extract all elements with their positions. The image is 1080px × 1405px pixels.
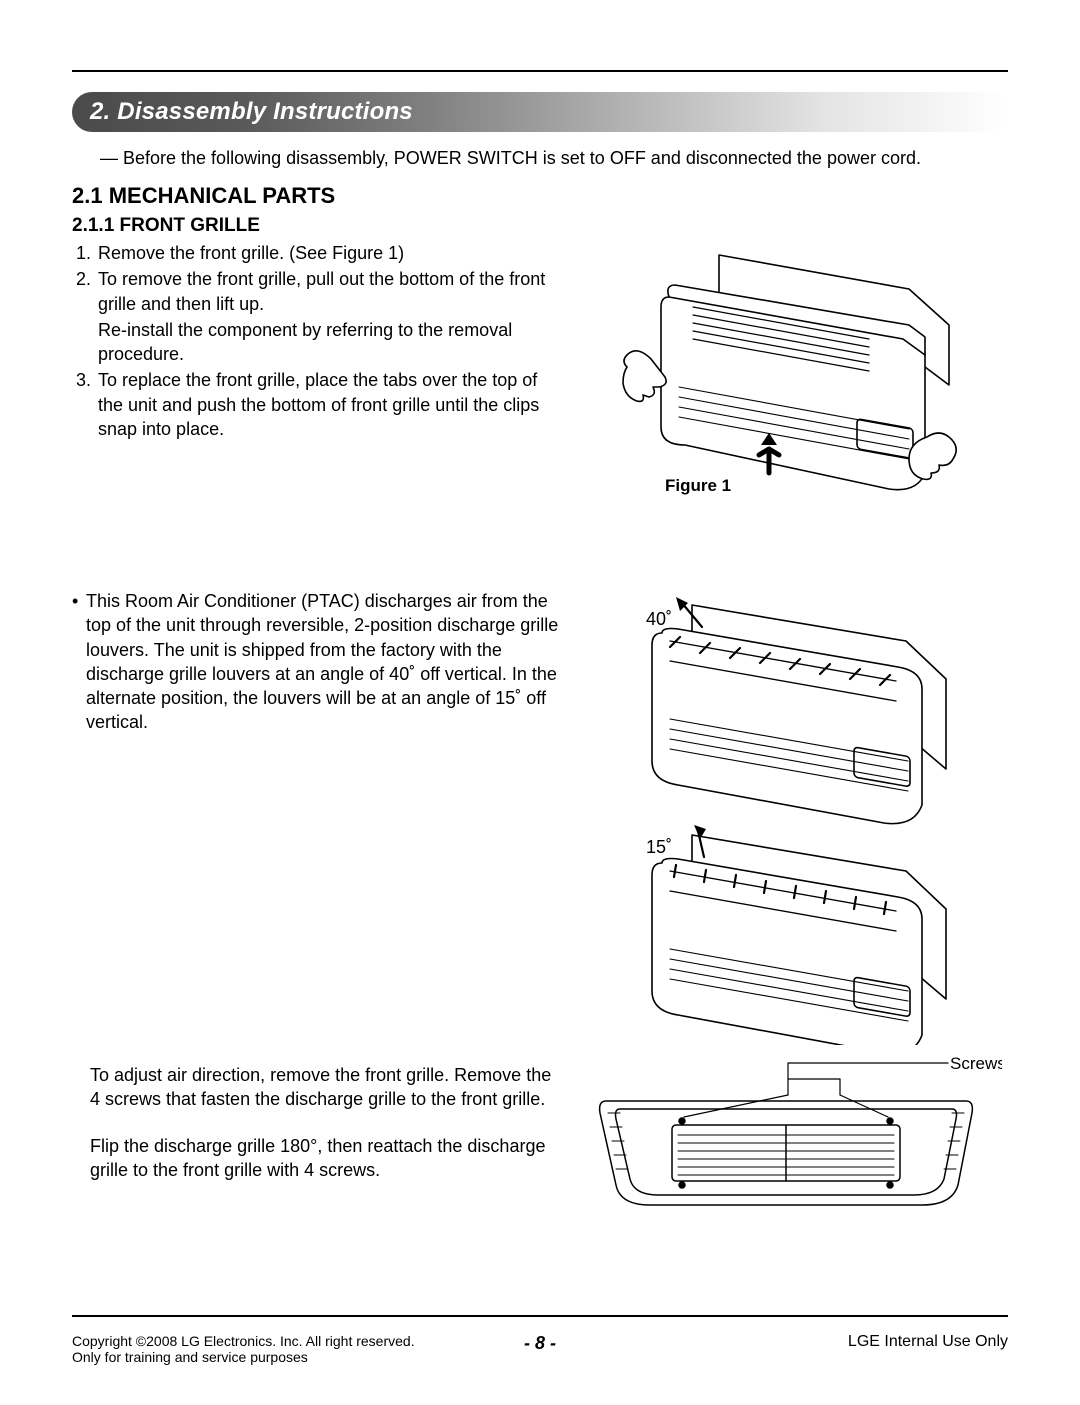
- page-number: - 8 -: [72, 1333, 1008, 1354]
- figure-1-illustration: Figure 1: [609, 237, 989, 517]
- heading-mechanical-parts: 2.1 MECHANICAL PARTS: [72, 183, 1008, 209]
- screws-label: Screws: [950, 1055, 1002, 1073]
- angle-figures: 40˚: [586, 585, 966, 1045]
- louver-note: This Room Air Conditioner (PTAC) dischar…: [86, 589, 562, 735]
- step-text: To replace the front grille, place the t…: [98, 368, 566, 441]
- bottom-rule: [72, 1315, 1008, 1317]
- step-text: To remove the front grille, pull out the…: [98, 267, 566, 366]
- adjust-paragraph-2: Flip the discharge grille 180°, then rea…: [90, 1134, 562, 1183]
- list-item: 3. To replace the front grille, place th…: [76, 368, 566, 441]
- banner-title: 2. Disassembly Instructions: [90, 98, 413, 126]
- list-item: 1. Remove the front grille. (See Figure …: [76, 241, 566, 265]
- section-banner: 2. Disassembly Instructions: [72, 92, 1008, 132]
- step-number: 3.: [76, 368, 98, 441]
- screws-figure: Screws: [592, 1055, 1002, 1225]
- step-text: Remove the front grille. (See Figure 1): [98, 241, 566, 265]
- angle-label-15: 15˚: [646, 837, 672, 857]
- steps-list: 1. Remove the front grille. (See Figure …: [76, 241, 566, 441]
- warning-text: — Before the following disassembly, POWE…: [100, 148, 1008, 169]
- step-subtext: Re-install the component by referring to…: [98, 318, 566, 367]
- list-item: 2. To remove the front grille, pull out …: [76, 267, 566, 366]
- figure-label: Figure 1: [665, 476, 731, 495]
- footer: Copyright ©2008 LG Electronics. Inc. All…: [72, 1333, 1008, 1365]
- bullet-dot: •: [72, 589, 86, 735]
- step-text-main: To remove the front grille, pull out the…: [98, 269, 545, 313]
- adjust-paragraph-1: To adjust air direction, remove the fron…: [90, 1063, 562, 1112]
- heading-front-grille: 2.1.1 FRONT GRILLE: [72, 215, 1008, 237]
- angle-label-40: 40˚: [646, 609, 672, 629]
- step-number: 1.: [76, 241, 98, 265]
- step-number: 2.: [76, 267, 98, 366]
- top-rule: [72, 70, 1008, 72]
